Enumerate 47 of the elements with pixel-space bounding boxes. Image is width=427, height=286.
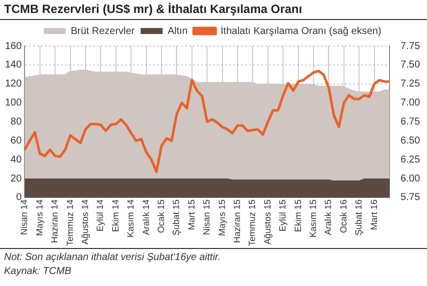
y2-tick-label: 7.50 [400, 60, 420, 71]
legend-label: İthalatı Karşılama Oranı (sağ eksen) [220, 24, 382, 37]
x-tick-label: Kasım 14 [126, 199, 136, 238]
y-tick-label: 120 [4, 78, 22, 90]
x-tick-label: Mayıs 15 [216, 199, 227, 236]
legend-label: Brüt Rezervler [70, 26, 136, 37]
x-tick-label: Aralık 15 [323, 199, 334, 236]
x-tick-label: Eylül 15 [278, 199, 288, 232]
x-tick-label: Haziran 14 [50, 199, 60, 244]
y-tick-label: 140 [4, 60, 22, 71]
x-tick-label: Ocak 15 [156, 199, 166, 234]
y2-tick-label: 7.00 [400, 98, 420, 109]
x-tick-label: Şubat 15 [171, 199, 182, 236]
x-tick-label: Mart 16 [368, 199, 379, 230]
x-tick-label: Temmuz 15 [247, 199, 258, 246]
x-tick-label: Kasım 15 [308, 199, 318, 238]
x-tick-label: Aralık 14 [140, 199, 151, 236]
x-tick-label: Nisan 14 [19, 199, 30, 236]
x-tick-label: Ağustos 15 [262, 199, 272, 245]
x-tick-label: Eylül 14 [95, 199, 106, 232]
x-tick-label: Haziran 15 [232, 199, 242, 244]
x-tick-label: Ekim 14 [110, 199, 120, 232]
y-tick-label: 160 [4, 40, 22, 52]
y-tick-label: 40 [10, 154, 22, 166]
y-tick-label: 20 [10, 173, 22, 184]
y2-tick-label: 6.25 [400, 154, 420, 166]
y2-tick-label: 7.75 [400, 40, 420, 52]
x-tick-label: Mayıs 14 [34, 199, 44, 236]
x-tick-label: Mart 15 [186, 199, 196, 230]
y-tick-label: 100 [4, 98, 22, 109]
chart-title: TCMB Rezervleri (US$ mr) & İthalatı Karşılama Oranı [0, 0, 427, 20]
x-tick-label: Temmuz 14 [64, 199, 75, 246]
y2-tick-label: 6.75 [400, 116, 420, 128]
y-tick-label: 60 [10, 135, 22, 146]
y2-tick-label: 6.00 [400, 173, 420, 184]
x-tick-label: Ocak 16 [338, 199, 348, 234]
x-tick-label: Ağustos 14 [80, 199, 90, 245]
x-tick-label: Ekim 15 [292, 199, 303, 232]
y2-tick-label: 5.75 [400, 192, 420, 204]
y2-tick-label: 6.50 [400, 135, 420, 146]
text: Not: Son açıklanan ithalat verisi Şubat'16ye aittir. [4, 251, 222, 265]
text: Kaynak: TCMB [4, 265, 72, 279]
y-tick-label: 80 [10, 116, 22, 128]
legend-label: Altın [168, 26, 188, 37]
x-tick-label: Nisan 15 [202, 199, 212, 236]
x-tick-label: Şubat 16 [354, 199, 364, 236]
y2-tick-label: 7.25 [400, 78, 420, 90]
